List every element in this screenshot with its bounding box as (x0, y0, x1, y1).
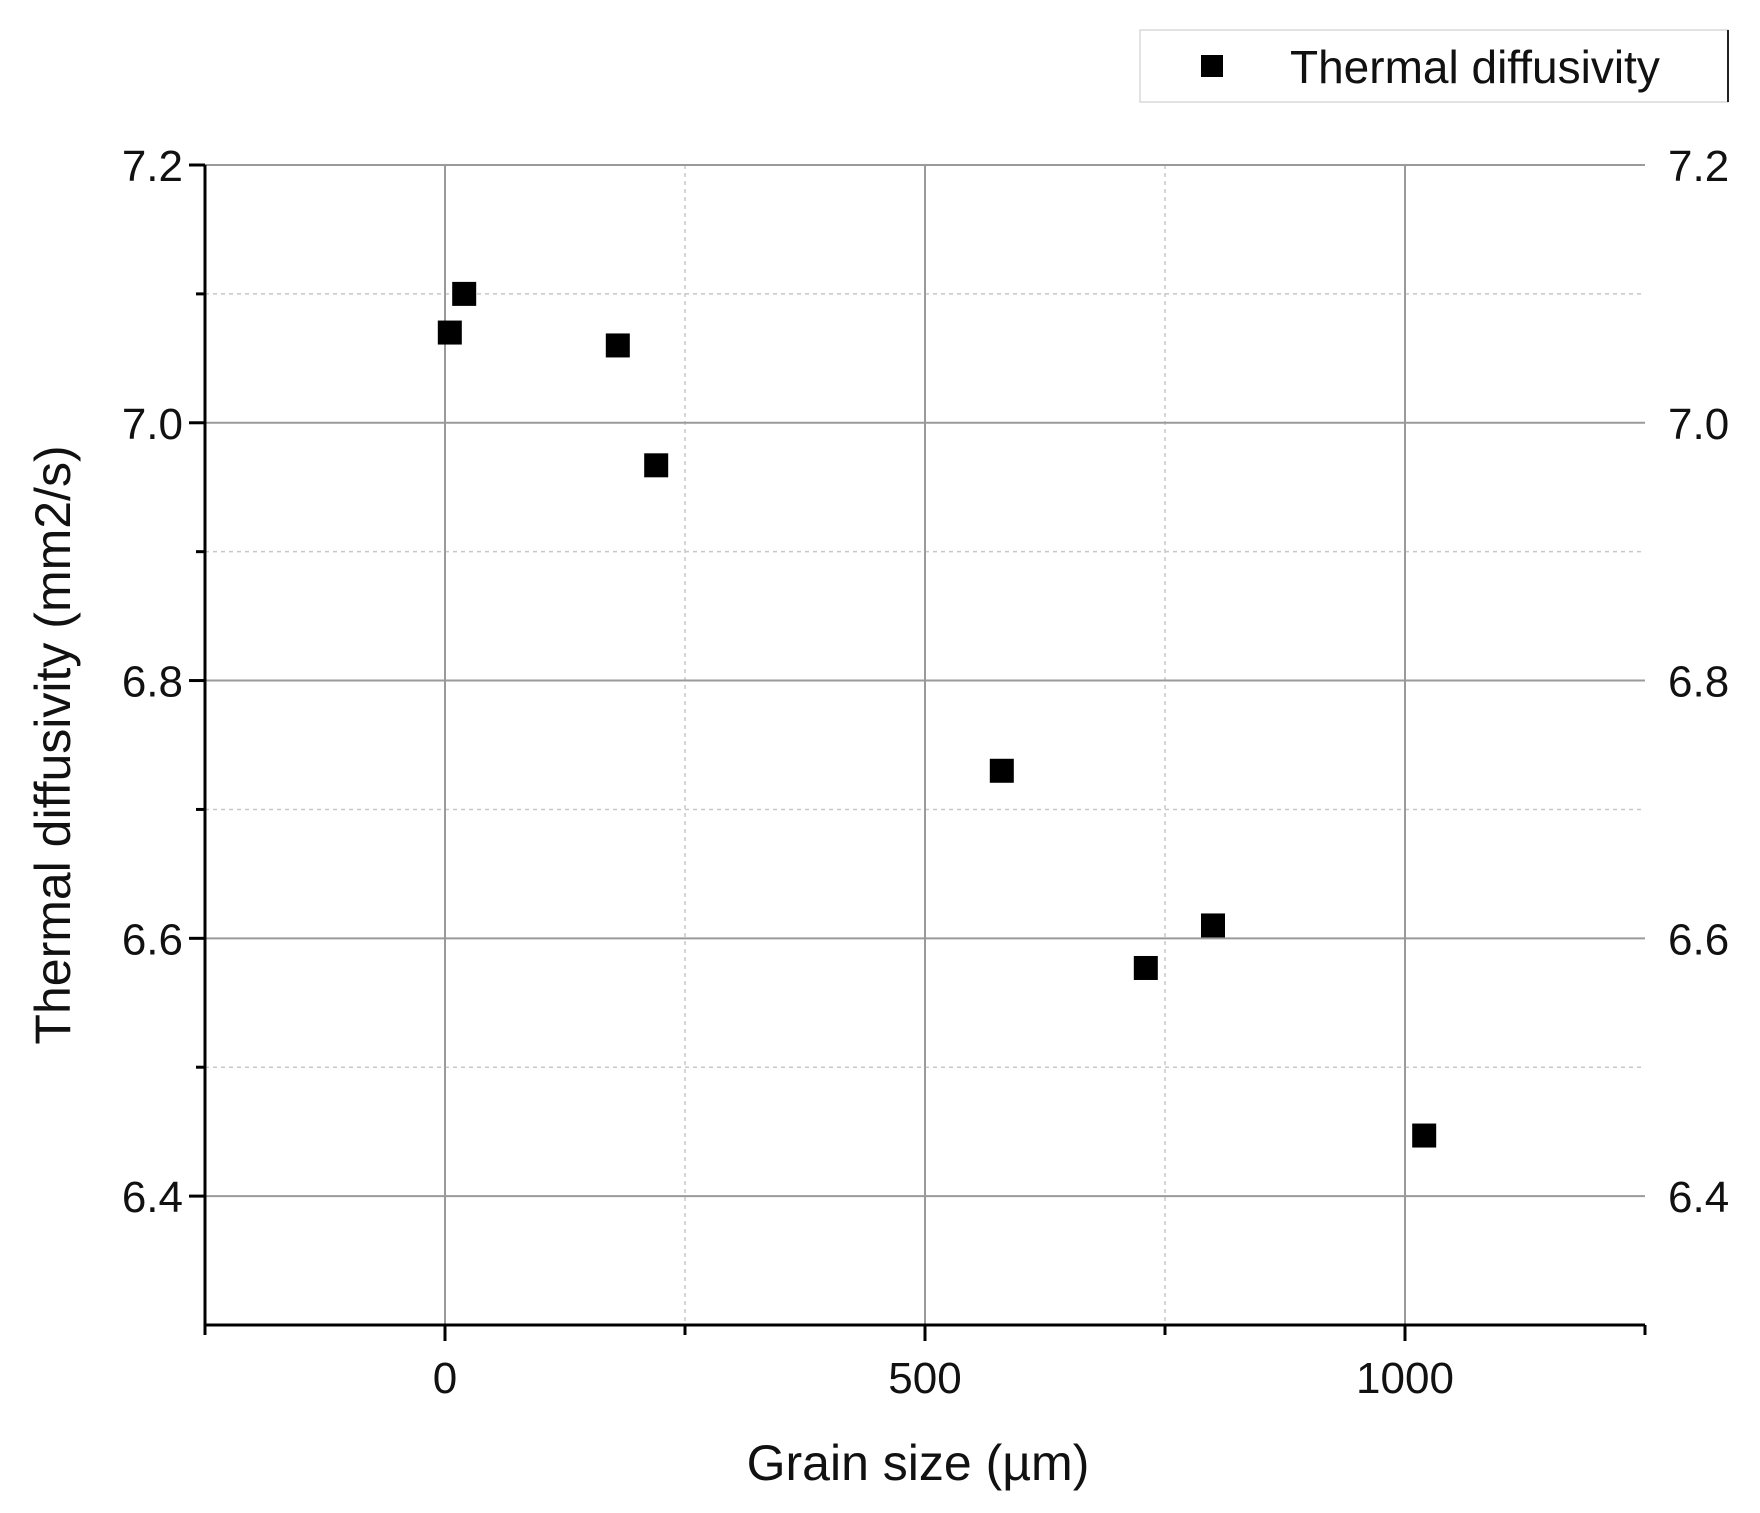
legend-marker (1201, 55, 1223, 77)
data-point (644, 453, 669, 478)
right-y-tick-label: 6.6 (1668, 915, 1729, 964)
x-tick-label: 500 (888, 1354, 961, 1403)
data-points (437, 281, 1437, 1148)
major-gridlines (205, 164, 1645, 1325)
y-tick-label: 7.0 (122, 400, 183, 449)
x-tick-label: 1000 (1356, 1354, 1454, 1403)
right-y-tick-label: 7.2 (1668, 142, 1729, 191)
data-point (1412, 1123, 1437, 1148)
x-tick-label: 0 (433, 1354, 457, 1403)
y-tick-label: 6.8 (122, 658, 183, 707)
y-axis-label: Thermal diffusivity (mm2/s) (25, 445, 81, 1044)
data-point (1201, 913, 1225, 938)
y-tick-label: 6.4 (122, 1173, 183, 1222)
data-point (605, 333, 630, 358)
ticks: 6.4 6.4 6.6 6.6 6.8 6.8 7.0 7.0 7.2 7.2 0 500 1000 (122, 142, 1729, 1403)
x-axis-label: Grain size (µm) (747, 1435, 1090, 1491)
data-point (1133, 955, 1158, 980)
legend-label: Thermal diffusivity (1290, 41, 1660, 93)
data-point (989, 758, 1014, 783)
y-tick-label: 6.6 (122, 915, 183, 964)
right-y-tick-label: 6.4 (1668, 1173, 1729, 1222)
y-tick-label: 7.2 (122, 142, 183, 191)
data-point (437, 320, 462, 345)
right-y-tick-label: 7.0 (1668, 400, 1729, 449)
right-y-tick-label: 6.8 (1668, 658, 1729, 707)
legend: Thermal diffusivity (1139, 29, 1729, 103)
data-point (452, 281, 477, 306)
legend-box (1139, 29, 1729, 103)
